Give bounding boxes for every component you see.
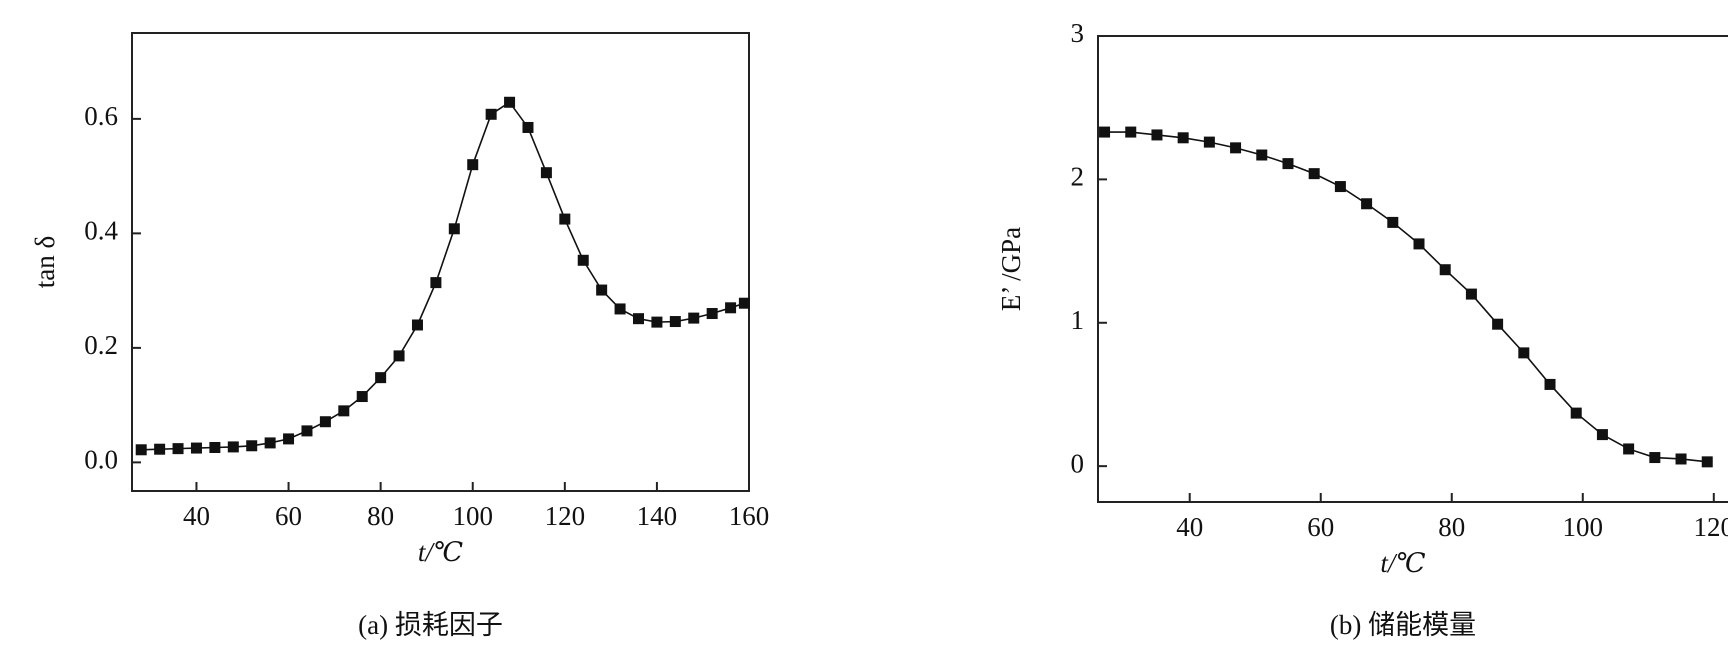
marker xyxy=(190,442,202,454)
x-tick-label: 100 xyxy=(452,501,493,531)
marker xyxy=(1387,216,1399,228)
x-tick-label: 140 xyxy=(637,501,678,531)
marker xyxy=(301,425,313,437)
marker xyxy=(1570,407,1582,419)
x-tick-label: 40 xyxy=(183,501,210,531)
marker xyxy=(577,254,589,266)
marker xyxy=(319,416,331,428)
marker xyxy=(356,391,368,403)
marker xyxy=(1151,129,1163,141)
marker xyxy=(706,308,718,320)
marker xyxy=(154,443,166,455)
marker xyxy=(596,284,608,296)
x-tick-label: 80 xyxy=(367,501,394,531)
plot-frame xyxy=(1097,35,1728,503)
marker xyxy=(1518,347,1530,359)
y-tick-label: 0.0 xyxy=(84,445,118,475)
marker xyxy=(246,440,258,452)
marker xyxy=(135,444,147,456)
series-line xyxy=(141,101,745,451)
marker xyxy=(467,159,479,171)
marker xyxy=(172,443,184,455)
y-tick-label: 0.6 xyxy=(84,101,118,131)
marker xyxy=(338,405,350,417)
marker xyxy=(430,277,442,289)
marker xyxy=(1230,142,1242,154)
marker xyxy=(651,316,663,328)
marker xyxy=(1177,132,1189,144)
y-axis-label: E’ /GPa xyxy=(996,227,1026,311)
x-tick-label: 80 xyxy=(1438,512,1465,542)
x-tick-label: 120 xyxy=(545,501,586,531)
marker xyxy=(1361,198,1373,210)
marker xyxy=(1439,264,1451,276)
marker xyxy=(559,213,571,225)
marker xyxy=(1256,149,1268,161)
marker xyxy=(485,108,497,120)
y-tick-label: 0.2 xyxy=(84,330,118,360)
caption: (b) 储能模量 xyxy=(1330,610,1476,640)
marker xyxy=(1099,126,1111,138)
marker xyxy=(1701,456,1713,468)
marker xyxy=(632,313,644,325)
series-line xyxy=(1104,131,1708,463)
x-tick-label: 60 xyxy=(275,501,302,531)
x-tick-label: 40 xyxy=(1176,512,1203,542)
marker xyxy=(264,437,276,449)
marker xyxy=(725,302,737,314)
marker xyxy=(1465,288,1477,300)
x-tick-label: 60 xyxy=(1307,512,1334,542)
marker xyxy=(209,441,221,453)
marker xyxy=(1308,168,1320,180)
marker xyxy=(1675,453,1687,465)
marker xyxy=(1649,452,1661,464)
caption: (a) 损耗因子 xyxy=(358,610,503,640)
marker xyxy=(1413,238,1425,250)
plot-frame xyxy=(131,32,750,492)
marker xyxy=(1544,378,1556,390)
marker xyxy=(1282,158,1294,170)
marker xyxy=(540,167,552,179)
marker xyxy=(1125,126,1137,138)
x-tick-label: 120 xyxy=(1694,512,1728,542)
x-tick-label: 160 xyxy=(729,501,770,531)
y-tick-label: 3 xyxy=(1071,18,1085,48)
marker xyxy=(614,303,626,315)
marker xyxy=(227,441,239,453)
marker xyxy=(504,96,516,108)
marker xyxy=(1596,429,1608,441)
y-tick-label: 1 xyxy=(1071,305,1085,335)
marker xyxy=(283,433,295,445)
marker xyxy=(738,297,750,309)
marker xyxy=(1203,136,1215,148)
marker xyxy=(411,319,423,331)
y-tick-label: 2 xyxy=(1071,162,1085,192)
marker xyxy=(1623,443,1635,455)
x-axis-label: t/℃ xyxy=(418,537,463,567)
marker xyxy=(522,121,534,133)
x-tick-label: 100 xyxy=(1563,512,1604,542)
marker xyxy=(669,316,681,328)
marker xyxy=(688,312,700,324)
marker xyxy=(1334,181,1346,193)
y-tick-label: 0 xyxy=(1071,448,1085,478)
y-axis-label: tan δ xyxy=(30,236,60,288)
x-axis-label: t/℃ xyxy=(1380,548,1425,578)
y-tick-label: 0.4 xyxy=(84,216,118,246)
marker xyxy=(1492,318,1504,330)
marker xyxy=(393,350,405,362)
marker xyxy=(448,223,460,235)
marker xyxy=(375,372,387,384)
